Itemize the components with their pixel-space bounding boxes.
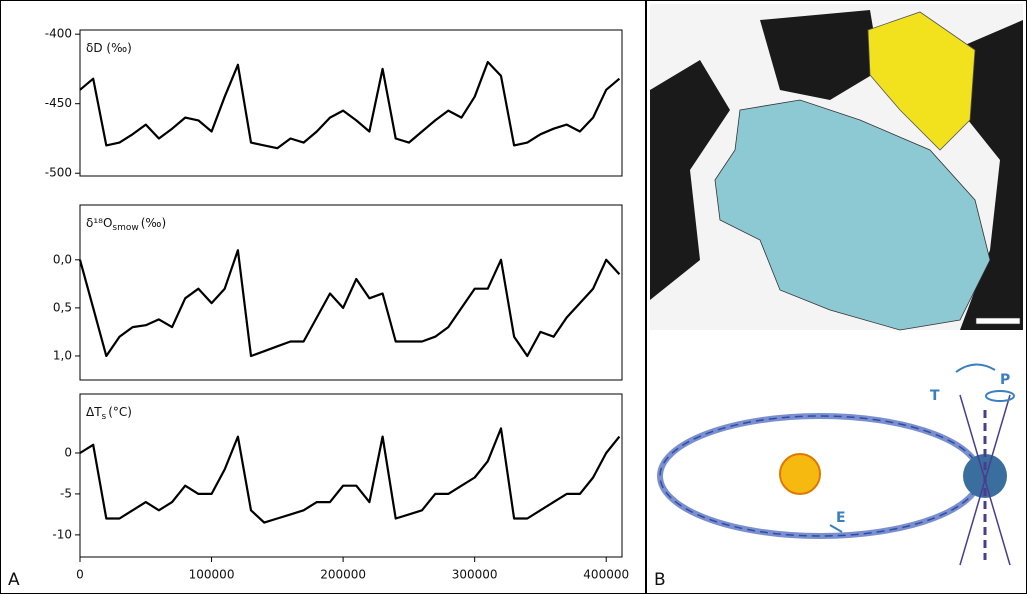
precession-arrow	[985, 390, 1015, 402]
orbit-label: E	[836, 510, 846, 526]
ice-sheet-map	[650, 4, 1023, 331]
y-tick-label: 0,0	[53, 252, 72, 266]
orbit-label: T	[930, 388, 940, 404]
label-part: (°C)	[108, 405, 132, 419]
x-tick-label: 0	[76, 568, 84, 582]
plot-frame	[79, 204, 623, 381]
y-tick-label: 0,5	[53, 300, 72, 314]
label-part: smow	[112, 223, 138, 233]
data-line	[78, 249, 621, 358]
panel-label: A	[8, 570, 20, 590]
ice-sheet	[867, 11, 976, 151]
scale-bar	[975, 317, 1021, 325]
y-axis-label: ΔTs (°C)	[86, 405, 132, 422]
x-tick-label: 400000	[583, 568, 629, 582]
plot-frame	[79, 29, 623, 177]
ice-sheet	[714, 99, 991, 331]
y-axis-label: δ¹⁸Osmow (‰)	[86, 216, 166, 233]
data-line	[79, 60, 621, 150]
eccentricity-arrow	[829, 524, 843, 533]
plot-frame	[79, 393, 623, 558]
y-tick-label: 0	[64, 445, 72, 459]
ocean	[650, 60, 730, 300]
y-tick-label: -400	[45, 27, 72, 41]
y-tick-label: -5	[60, 486, 72, 500]
label-part: δ¹⁸O	[86, 216, 112, 230]
y-tick-label: -500	[45, 166, 72, 180]
tilt-arrow	[955, 363, 996, 373]
x-tick-label: 200000	[320, 568, 366, 582]
label-part: ΔT	[86, 405, 102, 419]
x-tick-label: 100000	[189, 568, 235, 582]
x-tick-label: 300000	[452, 568, 498, 582]
orbit-diagram: T P E	[657, 363, 1015, 566]
y-tick-label: -450	[45, 96, 72, 110]
label-part: (‰)	[141, 216, 166, 230]
ocean	[760, 10, 880, 100]
y-axis-label: δD (‰)	[86, 41, 132, 55]
data-line	[79, 427, 621, 524]
panel-label: B	[654, 570, 666, 590]
y-tick-label: 1,0	[53, 348, 72, 362]
sun	[779, 453, 821, 495]
y-tick-label: -10	[52, 527, 72, 541]
orbit-label: P	[1000, 372, 1010, 388]
label-part: s	[102, 412, 107, 422]
label-part: δD (‰)	[86, 41, 132, 55]
